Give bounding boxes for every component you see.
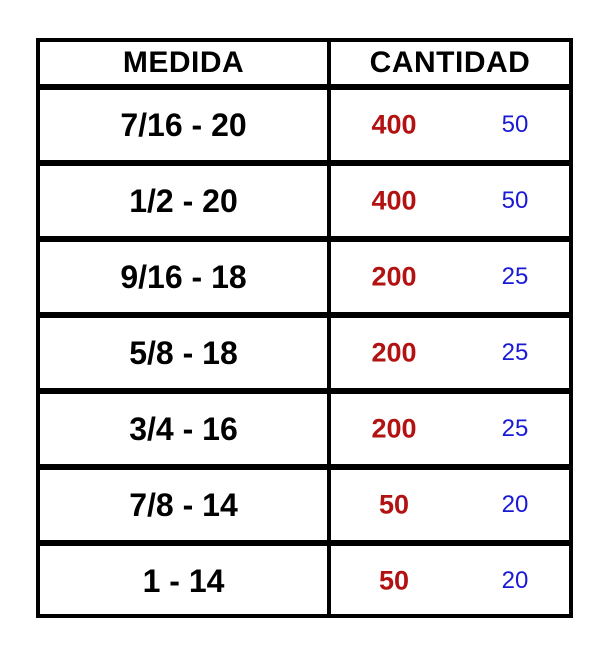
table-row: 7/8 - 14 50 20 bbox=[40, 467, 569, 546]
cantidad-alt-value: 25 bbox=[501, 263, 529, 290]
medida-cell: 7/8 - 14 bbox=[40, 467, 331, 546]
header-medida: MEDIDA bbox=[40, 42, 331, 90]
table-row: 5/8 - 18 200 25 bbox=[40, 315, 569, 394]
cantidad-alt-value: 25 bbox=[501, 415, 529, 442]
medida-cell: 9/16 - 18 bbox=[40, 239, 331, 318]
cantidad-alt-value: 20 bbox=[501, 491, 529, 518]
cantidad-alt-value: 20 bbox=[501, 567, 529, 594]
cantidad-cell: 200 25 bbox=[329, 239, 569, 318]
cantidad-cell: 50 20 bbox=[329, 467, 569, 546]
cantidad-cell: 400 50 bbox=[329, 163, 569, 242]
table-row: 1 - 14 50 20 bbox=[40, 543, 569, 616]
cantidad-cell: 200 25 bbox=[329, 391, 569, 470]
cantidad-cell: 50 20 bbox=[329, 543, 569, 616]
cantidad-alt-value: 50 bbox=[501, 187, 529, 214]
header-cantidad: CANTIDAD bbox=[329, 42, 569, 90]
medida-cell: 1/2 - 20 bbox=[40, 163, 331, 242]
table-row: 9/16 - 18 200 25 bbox=[40, 239, 569, 318]
table-row: 3/4 - 16 200 25 bbox=[40, 391, 569, 470]
cantidad-alt-value: 50 bbox=[501, 111, 529, 138]
medida-cell: 3/4 - 16 bbox=[40, 391, 331, 470]
medida-cell: 7/16 - 20 bbox=[40, 87, 331, 166]
cantidad-value: 50 bbox=[378, 489, 410, 520]
header-row: MEDIDA CANTIDAD bbox=[40, 42, 569, 90]
cantidad-value: 50 bbox=[378, 565, 410, 596]
table: MEDIDA CANTIDAD 7/16 - 20 400 50 1/2 - 2… bbox=[40, 42, 569, 616]
table-row: 7/16 - 20 400 50 bbox=[40, 87, 569, 166]
cantidad-value: 200 bbox=[371, 261, 417, 292]
table-row: 1/2 - 20 400 50 bbox=[40, 163, 569, 242]
cantidad-alt-value: 25 bbox=[501, 339, 529, 366]
cantidad-cell: 200 25 bbox=[329, 315, 569, 394]
measurements-table: MEDIDA CANTIDAD 7/16 - 20 400 50 1/2 - 2… bbox=[36, 38, 573, 618]
cantidad-value: 200 bbox=[371, 337, 417, 368]
cantidad-cell: 400 50 bbox=[329, 87, 569, 166]
medida-cell: 5/8 - 18 bbox=[40, 315, 331, 394]
cantidad-value: 400 bbox=[371, 109, 417, 140]
medida-cell: 1 - 14 bbox=[40, 543, 331, 616]
cantidad-value: 200 bbox=[371, 413, 417, 444]
cantidad-value: 400 bbox=[371, 185, 417, 216]
